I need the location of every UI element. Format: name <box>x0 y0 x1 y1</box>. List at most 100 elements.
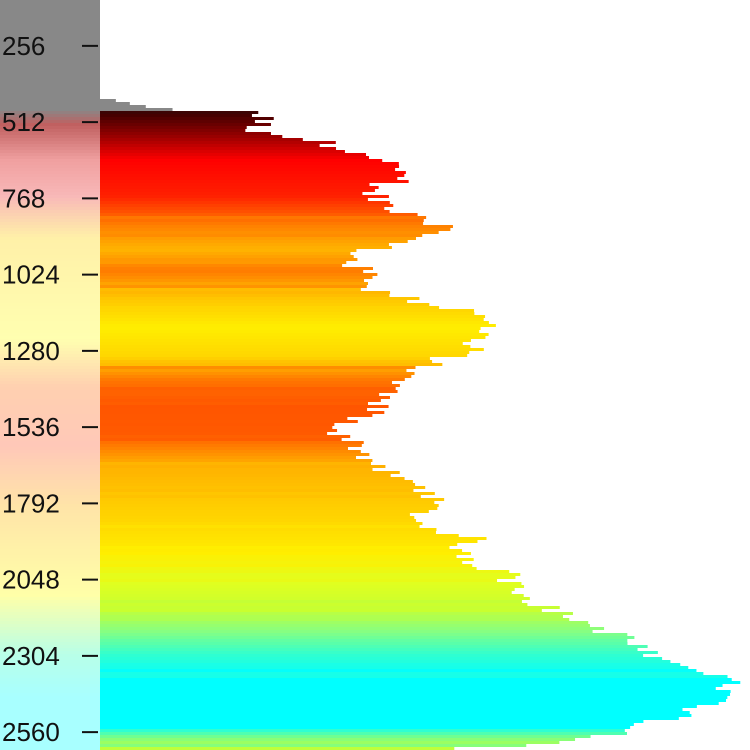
band-row <box>0 420 100 423</box>
histogram-bar <box>100 618 570 621</box>
band-row <box>0 600 100 603</box>
band-row <box>0 279 100 282</box>
histogram-bar <box>100 615 563 618</box>
histogram-bar <box>100 495 421 498</box>
band-row <box>0 579 100 582</box>
histogram-bar <box>100 231 439 234</box>
histogram-bar <box>0 18 11 21</box>
band-row <box>0 228 100 231</box>
band-row <box>0 486 100 489</box>
histogram-bar <box>100 264 343 267</box>
band-row <box>0 738 100 741</box>
band-row <box>0 408 100 411</box>
y-tick-label: 1536 <box>2 412 60 442</box>
band-row <box>0 606 100 609</box>
histogram-bar <box>100 114 252 117</box>
histogram-bar <box>0 96 97 99</box>
histogram-bar <box>100 405 389 408</box>
histogram-bar <box>0 69 27 72</box>
histogram-bar <box>100 651 658 654</box>
histogram-bar <box>100 375 412 378</box>
y-tick-label: 2304 <box>2 641 60 671</box>
band-row <box>0 666 100 669</box>
band-row <box>0 237 100 240</box>
histogram-bar <box>100 306 440 309</box>
histogram-bar <box>100 732 627 735</box>
histogram-bar <box>0 87 66 90</box>
histogram-bar <box>100 315 486 318</box>
histogram-bar <box>100 507 438 510</box>
band-row <box>0 633 100 636</box>
y-tick-label: 2560 <box>2 717 60 747</box>
histogram-bar <box>0 51 64 54</box>
band-row <box>0 588 100 591</box>
histogram-bar <box>100 705 697 708</box>
band-row <box>0 246 100 249</box>
band-row <box>0 492 100 495</box>
band-row <box>0 417 100 420</box>
histogram-bar <box>100 216 427 219</box>
band-row <box>0 531 100 534</box>
histogram-bar <box>100 432 328 435</box>
histogram-bar <box>100 468 373 471</box>
band-row <box>0 282 100 285</box>
histogram-bar <box>0 90 89 93</box>
histogram-bar <box>100 573 521 576</box>
histogram-bar <box>100 444 362 447</box>
histogram-bar <box>100 159 383 162</box>
histogram-bar <box>100 504 439 507</box>
histogram-bar <box>100 324 496 327</box>
histogram-bar <box>100 372 415 375</box>
band-row <box>0 522 100 525</box>
band-row <box>0 363 100 366</box>
histogram-bar <box>100 294 390 297</box>
histogram-bar <box>0 42 73 45</box>
band-row <box>0 369 100 372</box>
histogram-bar <box>100 642 628 645</box>
band-row <box>0 327 100 330</box>
band-row <box>0 384 100 387</box>
histogram-bar <box>100 564 473 567</box>
band-row <box>0 537 100 540</box>
histogram-bar <box>100 546 450 549</box>
histogram-bar <box>0 48 51 51</box>
band-row <box>0 435 100 438</box>
histogram-bar <box>100 111 259 114</box>
band-row <box>0 198 100 201</box>
band-row <box>0 615 100 618</box>
band-row <box>0 135 100 138</box>
histogram-bar <box>100 747 455 750</box>
histogram-bar <box>0 9 43 12</box>
band-row <box>0 123 100 126</box>
band-row <box>0 21 100 24</box>
band-row <box>0 441 100 444</box>
y-tick-label: 512 <box>2 107 45 137</box>
histogram-bar <box>100 438 342 441</box>
histogram-bar <box>100 180 409 183</box>
band-row <box>0 678 100 681</box>
histogram-bar <box>100 465 386 468</box>
histogram-bar <box>100 360 433 363</box>
histogram-bar <box>100 393 380 396</box>
band-row <box>0 714 100 717</box>
band-row <box>0 12 100 15</box>
histogram-bar <box>100 588 515 591</box>
band-row <box>0 336 100 339</box>
histogram-bar <box>100 279 365 282</box>
band-row <box>0 696 100 699</box>
band-row <box>0 192 100 195</box>
histogram-bar <box>100 648 638 651</box>
band-row <box>0 342 100 345</box>
histogram-bar <box>100 699 727 702</box>
band-row <box>0 663 100 666</box>
band-row <box>0 303 100 306</box>
histogram-bar <box>100 252 351 255</box>
histogram-bar <box>0 102 130 105</box>
band-row <box>0 729 100 732</box>
histogram-bar <box>100 336 486 339</box>
band-row <box>0 414 100 417</box>
histogram-bar <box>100 402 368 405</box>
band-row <box>0 111 100 114</box>
histogram-bar <box>0 36 71 39</box>
band-row <box>0 252 100 255</box>
